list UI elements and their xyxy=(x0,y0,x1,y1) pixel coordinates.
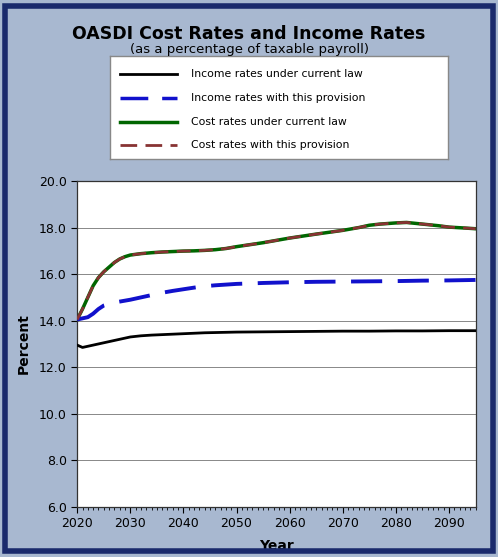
Text: Income rates under current law: Income rates under current law xyxy=(191,69,363,79)
Text: Cost rates under current law: Cost rates under current law xyxy=(191,116,347,126)
Text: OASDI Cost Rates and Income Rates: OASDI Cost Rates and Income Rates xyxy=(72,25,426,43)
Y-axis label: Percent: Percent xyxy=(16,314,30,374)
Text: Income rates with this provision: Income rates with this provision xyxy=(191,93,365,103)
Text: (as a percentage of taxable payroll): (as a percentage of taxable payroll) xyxy=(129,43,369,56)
X-axis label: Year: Year xyxy=(259,539,294,553)
Text: Cost rates with this provision: Cost rates with this provision xyxy=(191,140,349,150)
